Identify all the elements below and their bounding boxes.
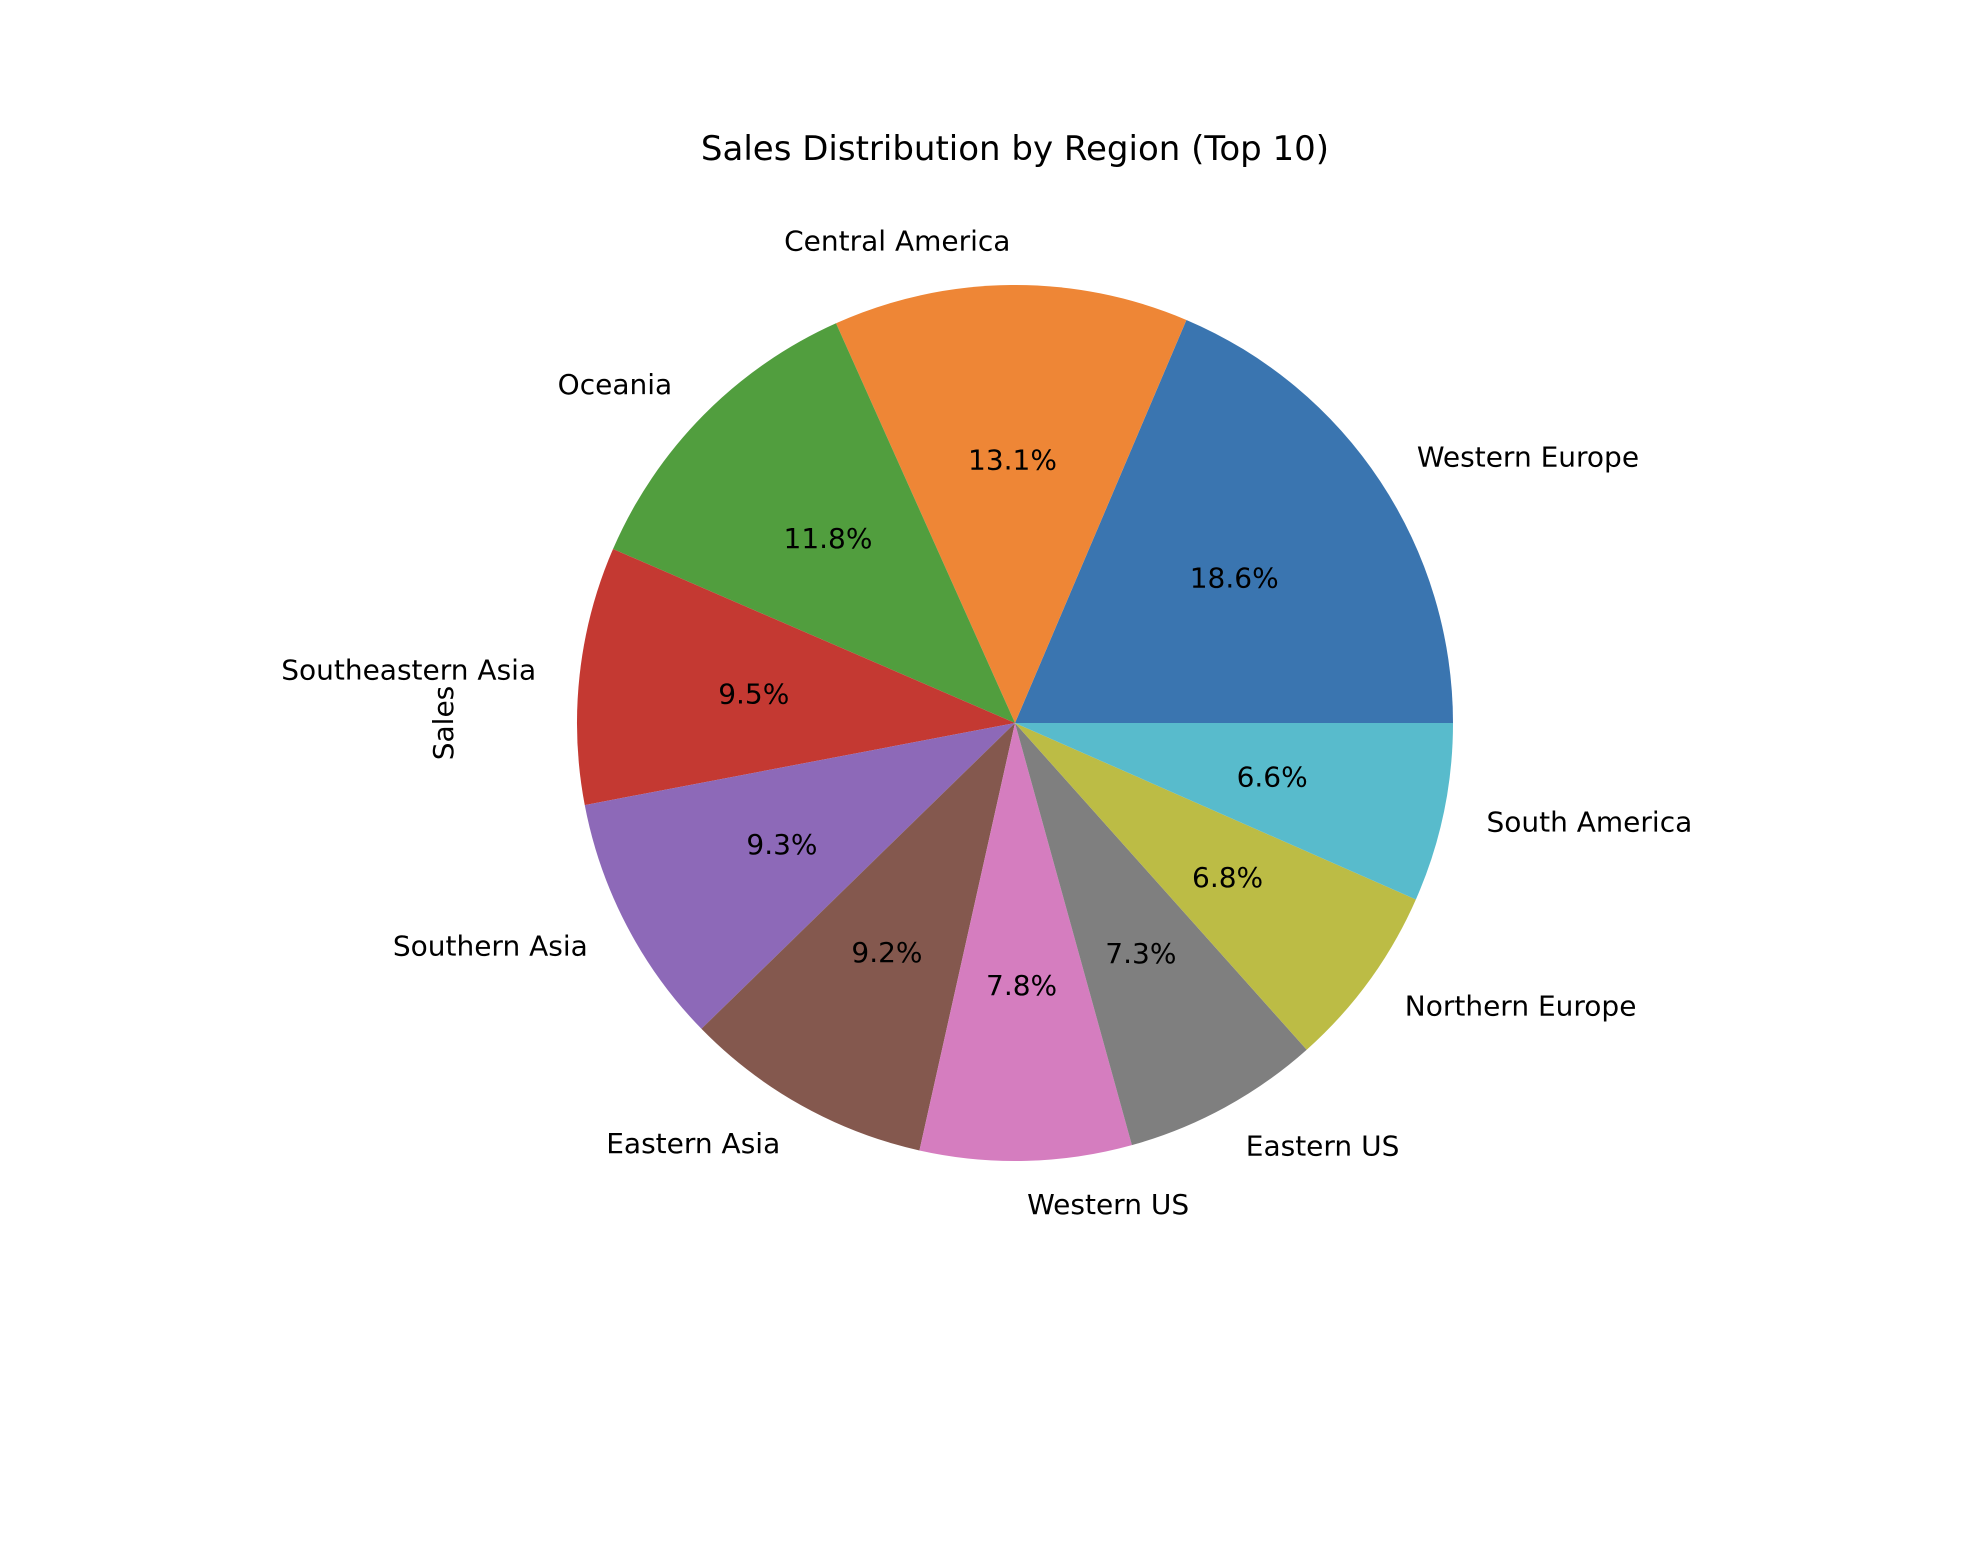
pie-slice-oceania bbox=[613, 323, 1015, 723]
pct-label-western-us: 7.8% bbox=[986, 969, 1057, 1002]
pie-slice-eastern-us bbox=[1015, 723, 1307, 1146]
y-axis-label: Sales bbox=[427, 686, 460, 761]
pct-label-central-america: 13.1% bbox=[968, 444, 1057, 477]
slice-label-southeastern-asia: Southeastern Asia bbox=[281, 654, 536, 687]
pct-label-southern-asia: 9.3% bbox=[746, 828, 817, 861]
chart-title: Sales Distribution by Region (Top 10) bbox=[701, 129, 1329, 169]
slice-label-south-america: South America bbox=[1486, 806, 1692, 839]
pct-label-northern-europe: 6.8% bbox=[1192, 861, 1263, 894]
slice-label-eastern-us: Eastern US bbox=[1246, 1129, 1400, 1162]
pie-slice-eastern-asia bbox=[701, 723, 1015, 1151]
pct-label-western-europe: 18.6% bbox=[1190, 562, 1279, 595]
pct-label-eastern-asia: 9.2% bbox=[851, 936, 922, 969]
slice-label-western-us: Western US bbox=[1027, 1188, 1189, 1221]
pie-slice-southeastern-asia bbox=[577, 549, 1015, 806]
pie-slice-western-europe bbox=[1015, 319, 1453, 723]
slice-label-oceania: Oceania bbox=[558, 368, 673, 401]
slice-label-western-europe: Western Europe bbox=[1417, 441, 1639, 474]
slice-label-central-america: Central America bbox=[784, 225, 1010, 258]
pct-label-eastern-us: 7.3% bbox=[1105, 937, 1176, 970]
pct-label-oceania: 11.8% bbox=[784, 522, 873, 555]
pie-slice-western-us bbox=[919, 723, 1132, 1161]
pie-slice-northern-europe bbox=[1015, 723, 1416, 1050]
slice-label-northern-europe: Northern Europe bbox=[1405, 990, 1637, 1023]
pie-slice-southern-asia bbox=[584, 723, 1015, 1029]
pie-slice-south-america bbox=[1015, 723, 1453, 900]
pie-labels: Western Europe 18.6% Central America 13.1% O… bbox=[281, 225, 1692, 1221]
pct-label-southeastern-asia: 9.5% bbox=[718, 678, 789, 711]
slice-label-southern-asia: Southern Asia bbox=[393, 929, 588, 962]
pie-slice-central-america bbox=[836, 285, 1187, 723]
slice-label-eastern-asia: Eastern Asia bbox=[606, 1127, 780, 1160]
pie-slices bbox=[577, 285, 1453, 1161]
pct-label-south-america: 6.6% bbox=[1237, 761, 1308, 794]
